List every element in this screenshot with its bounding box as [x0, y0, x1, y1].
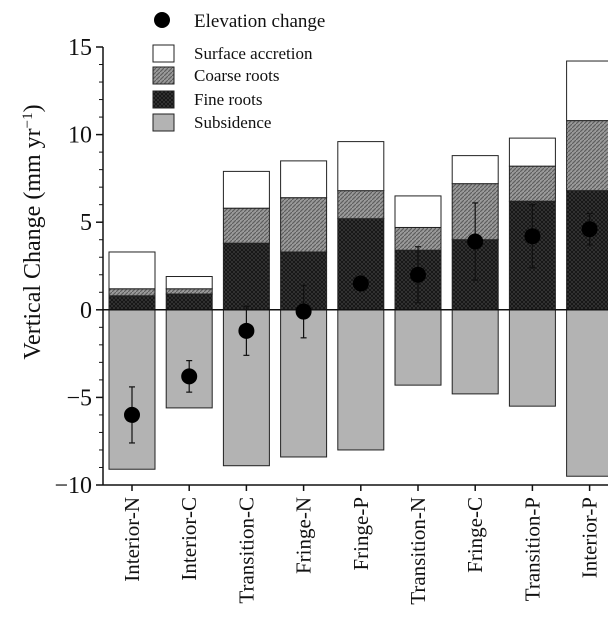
x-tick-label-transition-p: Transition-P: [520, 497, 544, 601]
x-tick-label-fringe-p: Fringe-P: [349, 497, 373, 571]
legend-swatch-subsidence: [152, 113, 175, 132]
point-elevation-change-transition-n: [410, 266, 426, 283]
bars-layer: [108, 60, 608, 477]
bar-coarse-roots-interior-n: [108, 288, 156, 297]
legend: Elevation change Surface accretion Coarse …: [152, 11, 325, 132]
bar-surface-accretion-fringe-c: [451, 155, 499, 185]
legend-label-fine-roots: Fine roots: [194, 90, 262, 109]
bar-fine-roots-interior-n: [108, 295, 156, 311]
legend-swatch-coarse-roots: [152, 66, 175, 85]
y-tick-label: −10: [54, 473, 92, 499]
x-tick-label-transition-n: Transition-N: [406, 497, 430, 605]
bar-subsidence-fringe-p: [337, 309, 385, 451]
y-axis-label-superscript: −1: [20, 112, 36, 128]
bar-surface-accretion-interior-n: [108, 251, 156, 290]
point-elevation-change-transition-p: [524, 228, 541, 245]
point-elevation-change-interior-p: [581, 221, 598, 238]
bar-surface-accretion-fringe-n: [280, 160, 328, 199]
y-tick-label: −5: [66, 385, 92, 411]
x-tick-label-fringe-n: Fringe-N: [292, 497, 316, 574]
x-axis: Interior-N Interior-C Transition-C Fringe-N…: [103, 484, 608, 605]
legend-swatch-fine-roots: [152, 90, 175, 109]
x-tick-label-interior-c: Interior-C: [177, 497, 201, 581]
bar-coarse-roots-transition-p: [508, 165, 556, 202]
bar-fine-roots-fringe-p: [337, 218, 385, 311]
point-elevation-change-interior-c: [181, 368, 198, 385]
legend-label-subsidence: Subsidence: [194, 113, 271, 132]
x-tick-label-fringe-c: Fringe-C: [463, 497, 487, 573]
y-tick-label: 15: [68, 35, 92, 61]
y-tick-label: 0: [80, 298, 92, 324]
x-tick-label-interior-p: Interior-P: [578, 497, 602, 578]
y-axis-label: Vertical Change (mm yr−1): [20, 104, 46, 359]
legend-swatch-surface-accretion: [152, 44, 175, 63]
y-axis: −10 −5 0 5 10 15: [54, 35, 104, 499]
bar-subsidence-fringe-c: [451, 309, 499, 395]
bar-subsidence-transition-p: [508, 309, 556, 407]
y-tick-label: 5: [80, 210, 92, 236]
bar-coarse-roots-fringe-n: [280, 197, 328, 253]
legend-marker-elevation-change: [154, 12, 170, 28]
bar-subsidence-interior-p: [566, 309, 608, 477]
bar-surface-accretion-transition-p: [508, 137, 556, 167]
bar-fine-roots-interior-p: [566, 190, 608, 311]
bar-subsidence-transition-n: [394, 309, 442, 386]
y-tick-label: 10: [68, 123, 92, 149]
bar-fine-roots-transition-c: [222, 242, 270, 311]
bar-fine-roots-interior-c: [165, 293, 213, 311]
bar-surface-accretion-fringe-p: [337, 141, 385, 192]
point-elevation-change-fringe-n: [295, 303, 312, 320]
bar-coarse-roots-interior-c: [165, 288, 213, 295]
bar-coarse-roots-transition-c: [222, 207, 270, 244]
point-elevation-change-fringe-p: [352, 275, 369, 292]
bar-coarse-roots-interior-p: [566, 120, 608, 192]
bar-surface-accretion-interior-p: [566, 60, 608, 122]
bar-surface-accretion-interior-c: [165, 276, 213, 290]
point-elevation-change-interior-n: [124, 406, 140, 423]
elevation-points-layer: [124, 202, 598, 444]
bar-coarse-roots-fringe-p: [337, 190, 385, 220]
x-tick-label-interior-n: Interior-N: [120, 497, 144, 582]
legend-label-elevation-change: Elevation change: [194, 11, 325, 32]
point-elevation-change-fringe-c: [467, 233, 484, 250]
legend-label-coarse-roots: Coarse roots: [194, 66, 279, 85]
bar-surface-accretion-transition-c: [222, 170, 270, 209]
x-tick-label-transition-c: Transition-C: [234, 497, 258, 604]
point-elevation-change-transition-c: [238, 322, 255, 339]
legend-label-surface-accretion: Surface accretion: [194, 44, 313, 63]
bar-surface-accretion-transition-n: [394, 195, 442, 228]
bar-subsidence-interior-c: [165, 309, 213, 409]
